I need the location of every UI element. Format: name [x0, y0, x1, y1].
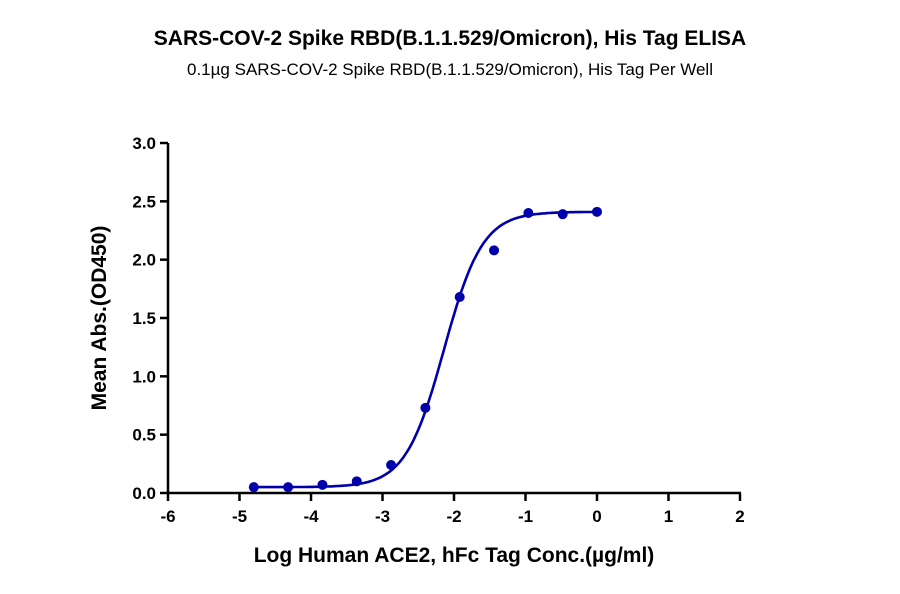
data-point	[489, 245, 500, 256]
data-point	[248, 482, 259, 493]
y-tick-label: 0.0	[132, 484, 156, 503]
chart-title: SARS-COV-2 Spike RBD(B.1.1.529/Omicron),…	[153, 27, 747, 50]
x-tick-label: -4	[303, 507, 319, 526]
y-tick-label: 0.5	[132, 426, 156, 445]
chart-subtitle: 0.1µg SARS-COV-2 Spike RBD(B.1.1.529/Omi…	[187, 60, 713, 79]
y-axis-label: Mean Abs.(OD450)	[88, 226, 111, 411]
data-point	[386, 460, 397, 470]
x-tick-label: -3	[375, 507, 390, 526]
x-tick-label: 0	[592, 507, 601, 526]
y-tick-label: 1.5	[132, 309, 156, 328]
data-point	[283, 482, 294, 493]
data-point	[592, 206, 602, 217]
x-tick-label: -1	[518, 507, 533, 526]
data-point	[557, 209, 568, 220]
x-tick-label: -2	[446, 507, 461, 526]
data-point	[317, 479, 328, 490]
y-tick-label: 2.0	[132, 251, 156, 270]
data-point	[420, 402, 431, 413]
y-tick-label: 2.5	[132, 192, 156, 211]
x-tick-label: -6	[160, 507, 175, 526]
x-tick-label: -5	[232, 507, 247, 526]
data-point	[351, 476, 362, 487]
x-axis-label: Log Human ACE2, hFc Tag Conc.(µg/ml)	[254, 544, 655, 567]
x-tick-label: 2	[735, 507, 744, 526]
y-tick-label: 1.0	[132, 367, 156, 386]
data-point	[523, 208, 534, 218]
y-tick-label: 3.0	[132, 134, 156, 153]
data-point	[454, 292, 465, 302]
x-tick-label: 1	[664, 507, 673, 526]
fit-curve	[253, 210, 597, 489]
